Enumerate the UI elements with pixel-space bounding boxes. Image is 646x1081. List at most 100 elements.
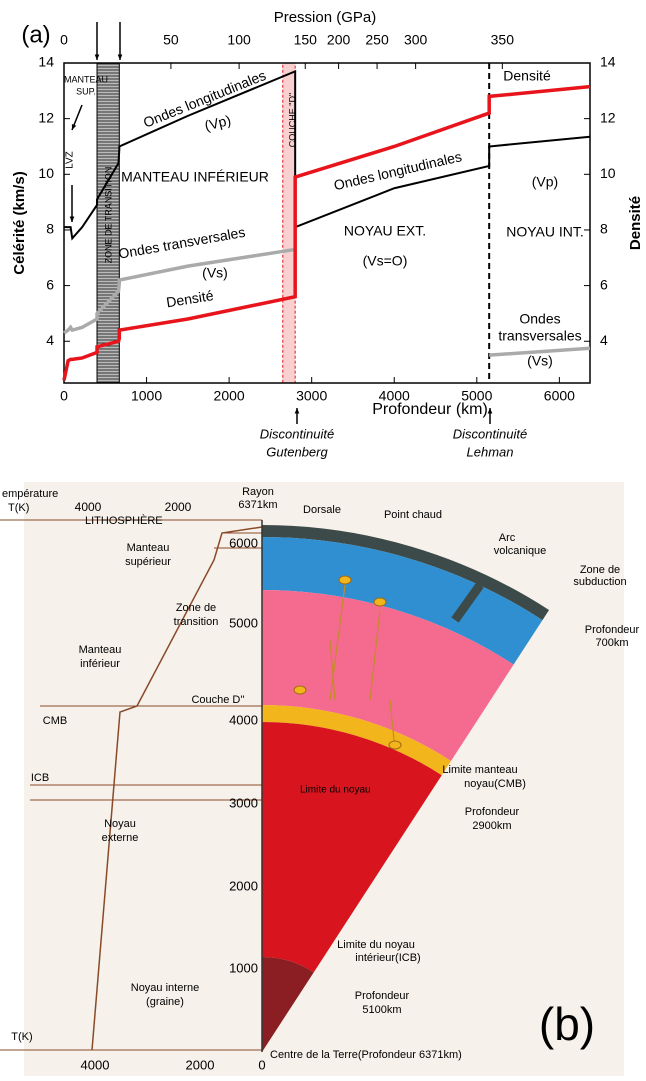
diagram-label: Limite du noyau xyxy=(337,939,415,951)
diagram-label: Manteau xyxy=(79,644,122,656)
diagram-label: Profondeur xyxy=(585,624,640,636)
diagram-label: LITHOSPHÈRE xyxy=(85,514,163,527)
diagram-label: Couche D'' xyxy=(191,694,244,706)
x2-axis-label: Pression (GPa) xyxy=(274,9,377,26)
annotation: NOYAU EXT. xyxy=(344,223,426,239)
y2-axis-label: Densité xyxy=(627,196,644,250)
plume-head xyxy=(388,740,402,750)
diagram-label: Zone de xyxy=(580,564,620,576)
diagram-label: T(K) xyxy=(8,502,29,514)
diagram-label: noyau(CMB) xyxy=(464,778,526,790)
diagram-label: subduction xyxy=(573,576,626,588)
annotation: Discontinuité xyxy=(453,426,527,441)
diagram-label: Arc xyxy=(499,532,516,544)
x-tick-label: 4000 xyxy=(379,388,410,404)
diagram-label: 2000 xyxy=(186,1057,215,1072)
diagram-label: Noyau xyxy=(104,818,136,830)
series-line xyxy=(64,69,591,241)
series-line xyxy=(62,84,591,381)
plume xyxy=(329,639,336,701)
diagram-label: Dorsale xyxy=(303,504,341,516)
arrow-head xyxy=(294,408,300,414)
x2-tick-label: 250 xyxy=(365,32,389,48)
earth-layer xyxy=(262,525,550,621)
plume-head xyxy=(373,597,387,607)
diagram-label: 2900km xyxy=(472,820,511,832)
diagram-label: Profondeur xyxy=(465,806,520,818)
y-tick-label: 6 xyxy=(46,276,54,292)
radius-tick-label: 4000 xyxy=(229,712,258,727)
radius-tick-label: 2000 xyxy=(229,878,258,893)
annotation: (Vs=O) xyxy=(363,253,408,269)
diagram-label: 4000 xyxy=(81,1057,110,1072)
geotherm xyxy=(91,526,263,1051)
diagram-label: T(K) xyxy=(11,1031,32,1043)
diagram-label: Zone de xyxy=(176,602,216,614)
diagram-label: externe xyxy=(102,832,139,844)
x2-tick-label: 0 xyxy=(60,32,68,48)
x-tick-label: 3000 xyxy=(296,388,327,404)
annotation: Ondes xyxy=(519,311,560,327)
diagram-label: 6371km xyxy=(238,499,277,511)
y2-tick-label: 12 xyxy=(600,109,616,125)
diagram-label: Centre de la Terre(Profondeur 6371km) xyxy=(270,1049,462,1061)
diagram-label: Limite du noyau xyxy=(300,785,371,796)
earth-layer xyxy=(262,537,543,665)
y-tick-label: 14 xyxy=(38,54,54,70)
diagram-label: inférieur xyxy=(80,658,120,670)
annotation: (Vp) xyxy=(532,174,558,190)
leaders xyxy=(0,519,262,1051)
diagram-label: ICB xyxy=(31,772,49,784)
radius-tick-label: 5000 xyxy=(229,615,258,630)
radius-tick-label: 1000 xyxy=(229,960,258,975)
x2-tick-label: 100 xyxy=(227,32,251,48)
diagram-label: 2000 xyxy=(165,500,192,514)
annotation: Lehman xyxy=(467,444,514,459)
plume-head xyxy=(338,575,352,585)
annotation: MANTEAU xyxy=(64,74,108,84)
arrow-head xyxy=(94,54,100,60)
x2-tick-label: 300 xyxy=(404,32,428,48)
x2-tick-label: 150 xyxy=(294,32,318,48)
annotation: Densité xyxy=(503,68,551,84)
slab xyxy=(451,582,484,623)
x-tick-label: 0 xyxy=(60,388,68,404)
diagram-label: CMB xyxy=(43,715,67,727)
annotation: Densité xyxy=(165,287,215,310)
plume-head xyxy=(293,685,307,695)
earth-layer xyxy=(262,705,451,776)
diagram-label: Limite manteau xyxy=(442,764,517,776)
annotation: Ondes transversales xyxy=(117,224,246,262)
x2-tick-label: 350 xyxy=(491,32,515,48)
y2-tick-label: 14 xyxy=(600,54,616,70)
y-axis-label: Célérité (km/s) xyxy=(11,171,28,274)
y2-tick-label: 6 xyxy=(600,276,608,292)
arrow-head xyxy=(71,124,77,130)
plot-frame xyxy=(63,62,591,384)
x2-tick-label: 50 xyxy=(163,32,179,48)
annotation: NOYAU INT. xyxy=(506,224,584,240)
diagram-label: 5100km xyxy=(362,1004,401,1016)
annotation: (Vs) xyxy=(202,265,228,281)
y-tick-label: 8 xyxy=(46,221,54,237)
annotation: SUP. xyxy=(76,86,96,96)
diagram-label: 700km xyxy=(595,637,628,649)
arrow-head xyxy=(69,216,75,222)
diagram-label: Rayon xyxy=(242,486,274,498)
arrow-head xyxy=(117,54,123,60)
series-line xyxy=(63,247,591,357)
y-tick-label: 10 xyxy=(38,165,54,181)
x-tick-label: 5000 xyxy=(461,388,492,404)
annotation: LVZ xyxy=(65,151,76,169)
y2-tick-label: 4 xyxy=(600,332,608,348)
x-tick-label: 2000 xyxy=(214,388,245,404)
diagram-label: transition xyxy=(174,616,219,628)
radius-tick-label: 3000 xyxy=(229,795,258,810)
arrow-head xyxy=(487,408,493,414)
diagram-label: supérieur xyxy=(125,556,171,568)
x2-tick-label: 200 xyxy=(327,32,351,48)
y-tick-label: 12 xyxy=(38,109,54,125)
earth-layer xyxy=(262,957,314,1052)
diagram-label: 0 xyxy=(258,1057,265,1072)
annotation: MANTEAU INFÉRIEUR xyxy=(121,169,269,185)
